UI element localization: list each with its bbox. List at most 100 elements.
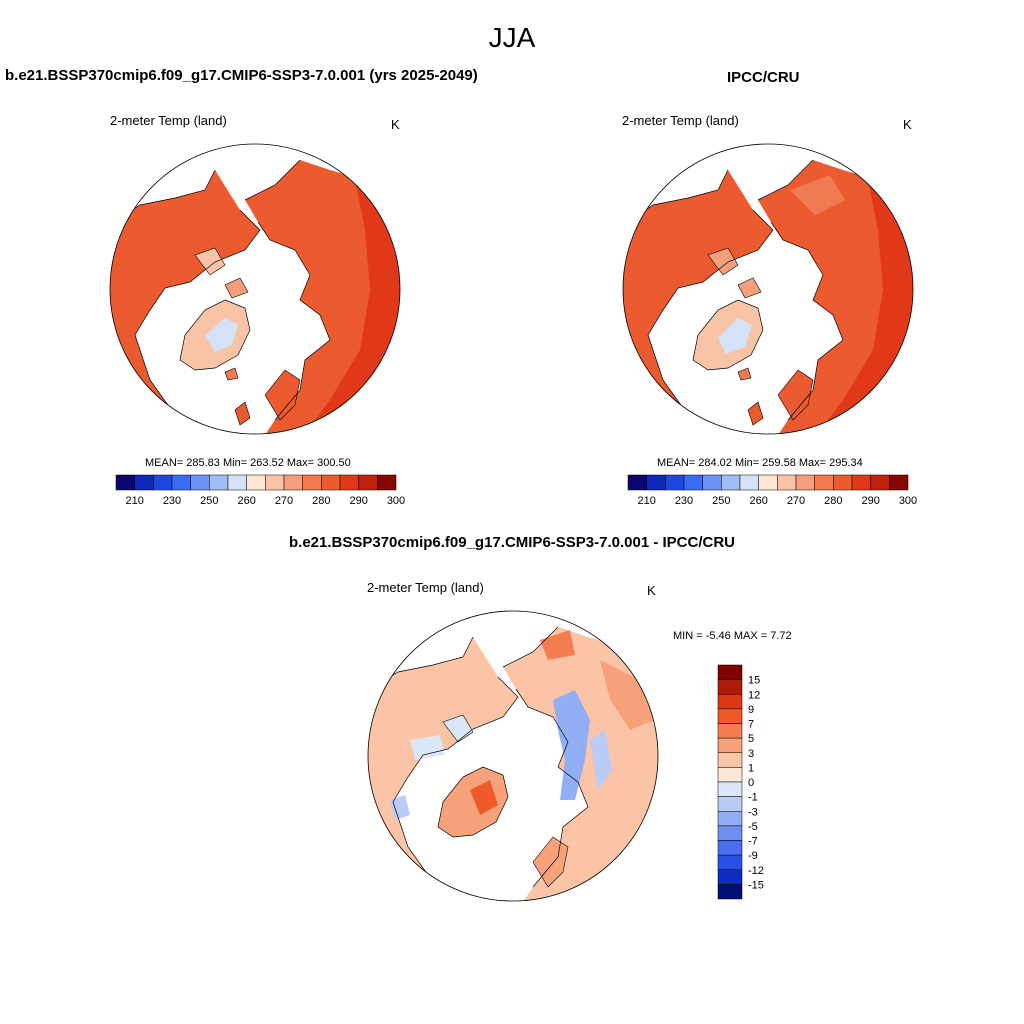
panel-1-colorbar-swatch (153, 474, 173, 491)
panel-3-colorbar-tick-label: -1 (748, 792, 758, 804)
panel-2-colorbar-tick-label: 290 (861, 495, 879, 507)
panel-3-colorbar-tick-label: 1 (748, 762, 754, 774)
panel-1-units: K (391, 117, 400, 132)
panel-1-polar-map (109, 143, 401, 435)
panel-2-colorbar-tick-label: 210 (637, 495, 655, 507)
panel-2-colorbar-swatch (870, 474, 890, 491)
panel-3-colorbar-swatch (717, 664, 743, 680)
panel-1-colorbar-tick-label: 260 (237, 495, 255, 507)
panel-1-colorbar-swatch (283, 474, 303, 491)
panel-2-colorbar-swatch (833, 474, 853, 491)
panel-2-colorbar-tick-label: 300 (899, 495, 917, 507)
panel-1-stats: MEAN= 285.83 Min= 263.52 Max= 300.50 (145, 457, 351, 469)
panel-3-colorbar-swatch (717, 811, 743, 827)
panel-2-colorbar-swatch (814, 474, 834, 491)
panel-2-colorbar-swatch (739, 474, 759, 491)
panel-3-colorbar-tick-label: 7 (748, 719, 754, 731)
panel-2-colorbar-swatch (777, 474, 797, 491)
panel-3-colorbar-tick-label: -7 (748, 836, 758, 848)
panel-3-colorbar-swatch (717, 825, 743, 841)
panel-2-stats: MEAN= 284.02 Min= 259.58 Max= 295.34 (657, 457, 863, 469)
panel-1-colorbar-swatch (377, 474, 397, 491)
panel-3-variable-label: 2-meter Temp (land) (367, 580, 484, 595)
panel-3-polar-map (367, 610, 659, 902)
panel-1-colorbar-swatch (134, 474, 154, 491)
panel-2-colorbar-swatch (795, 474, 815, 491)
panel-3-colorbar-swatch (717, 737, 743, 753)
panel-3-units: K (647, 583, 656, 598)
panel-2-variable-label: 2-meter Temp (land) (622, 113, 739, 128)
panel-1-colorbar-tick-label: 230 (163, 495, 181, 507)
panel-1-colorbar-swatch (209, 474, 229, 491)
panel-1-colorbar: 210 230 250 260 270 280 290 300 (115, 474, 405, 507)
panel-3-colorbar-tick-label: -3 (748, 806, 758, 818)
panel-2-colorbar-swatch (683, 474, 703, 491)
panel-3-colorbar-swatch (717, 840, 743, 856)
panel-3-colorbar-swatch (717, 752, 743, 768)
season-title: JJA (488, 22, 536, 53)
panel-3-colorbar-tick-label: 9 (748, 704, 754, 716)
panel-2-colorbar: 210 230 250 260 270 280 290 300 (627, 474, 917, 507)
panel-2-colorbar-swatch (665, 474, 685, 491)
panel-3-colorbar-swatch (717, 854, 743, 870)
panel-2-polar-map (622, 143, 914, 435)
panel-3-colorbar-tick-label: -12 (748, 865, 764, 877)
panel-1-colorbar-tick-label: 290 (349, 495, 367, 507)
panel-1-colorbar-swatch (171, 474, 191, 491)
panel-3-colorbar-swatch (717, 796, 743, 812)
panel-3-colorbar: 15 12 9 7 5 3 1 0 -1 -3 -5 -7 -9 -12 -15 (717, 664, 764, 900)
panel-2-colorbar-swatch (758, 474, 778, 491)
panel-3-colorbar-swatch (717, 781, 743, 797)
panel-2-colorbar-swatch (627, 474, 647, 491)
panel-3-colorbar-swatch (717, 708, 743, 724)
panel-3-colorbar-tick-label: 12 (748, 689, 760, 701)
panel-3-land-north-america (368, 637, 518, 901)
panel-1-colorbar-swatch (246, 474, 266, 491)
panel-3-colorbar-tick-label: 15 (748, 675, 760, 687)
panel-3-colorbar-tick-label: 0 (748, 777, 754, 789)
panel-3-colorbar-tick-label: 5 (748, 733, 754, 745)
panel-1-colorbar-tick-label: 300 (387, 495, 405, 507)
panel-3-colorbar-tick-label: -9 (748, 850, 758, 862)
panel-3-colorbar-swatch (717, 723, 743, 739)
panel-2-title: IPCC/CRU (727, 69, 800, 86)
panel-2-colorbar-tick-label: 250 (712, 495, 730, 507)
panel-1-colorbar-swatch (115, 474, 135, 491)
panel-2-units: K (903, 117, 912, 132)
panel-2-colorbar-swatch (889, 474, 909, 491)
panel-2-colorbar-tick-label: 280 (824, 495, 842, 507)
panel-1-colorbar-tick-label: 270 (275, 495, 293, 507)
panel-1-colorbar-swatch (339, 474, 359, 491)
panel-3-colorbar-swatch (717, 869, 743, 885)
panel-1-title: b.e21.BSSP370cmip6.f09_g17.CMIP6-SSP3-7.… (5, 67, 478, 84)
panel-1-land-north-america (110, 170, 260, 434)
panel-1-colorbar-tick-label: 210 (125, 495, 143, 507)
panel-3-colorbar-swatch (717, 679, 743, 695)
panel-1-colorbar-tick-label: 250 (200, 495, 218, 507)
panel-1-colorbar-swatch (190, 474, 210, 491)
panel-1-variable-label: 2-meter Temp (land) (110, 113, 227, 128)
panel-3-stats: MIN = -5.46 MAX = 7.72 (673, 630, 792, 642)
panel-2-colorbar-swatch (646, 474, 666, 491)
panel-1-colorbar-swatch (321, 474, 341, 491)
panel-1-colorbar-swatch (227, 474, 247, 491)
panel-1-colorbar-swatch (265, 474, 285, 491)
panel-3-colorbar-tick-label: -5 (748, 821, 758, 833)
panel-2-colorbar-swatch (721, 474, 741, 491)
panel-2-colorbar-tick-label: 260 (749, 495, 767, 507)
panel-2-colorbar-tick-label: 230 (675, 495, 693, 507)
panel-1-colorbar-tick-label: 280 (312, 495, 330, 507)
panel-1-colorbar-swatch (358, 474, 378, 491)
panel-3-colorbar-swatch (717, 767, 743, 783)
panel-3-colorbar-swatch (717, 694, 743, 710)
panel-2-colorbar-tick-label: 270 (787, 495, 805, 507)
panel-2-colorbar-swatch (702, 474, 722, 491)
panel-3-title: b.e21.BSSP370cmip6.f09_g17.CMIP6-SSP3-7.… (288, 534, 736, 551)
panel-2-land-north-america (623, 170, 773, 434)
panel-3-colorbar-tick-label: 3 (748, 748, 754, 760)
panel-3-colorbar-swatch (717, 884, 743, 900)
panel-2-colorbar-swatch (851, 474, 871, 491)
panel-1-colorbar-swatch (302, 474, 322, 491)
panel-3-colorbar-tick-label: -15 (748, 879, 764, 891)
